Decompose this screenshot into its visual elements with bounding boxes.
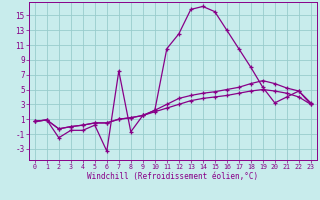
X-axis label: Windchill (Refroidissement éolien,°C): Windchill (Refroidissement éolien,°C)	[87, 172, 258, 181]
